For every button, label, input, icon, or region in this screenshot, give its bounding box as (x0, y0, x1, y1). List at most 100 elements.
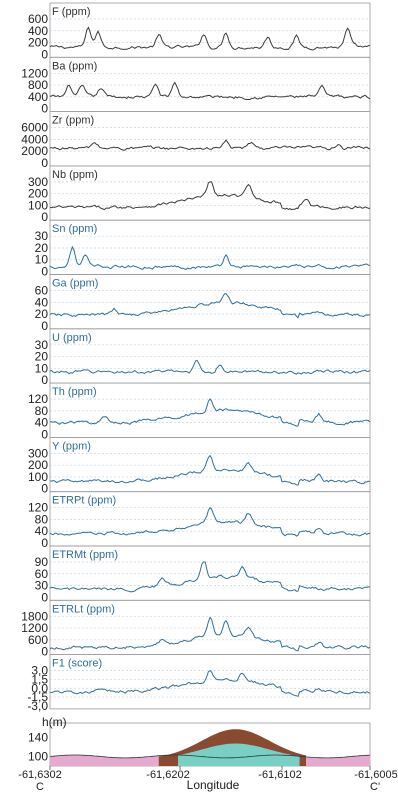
x-axis: Longitude -61,6302 -61,6202 -61,6102 -61,60… (18, 766, 398, 793)
endpoint-start-label: C (36, 781, 44, 793)
panel-title: Sn (ppm) (52, 223, 97, 235)
y-tick-label: 0,0 (31, 681, 48, 695)
y-tick-label: 40 (35, 295, 49, 309)
terrain-panel: h(m)140 100 (28, 715, 371, 767)
x-tick-label: -61,6202 (146, 769, 189, 781)
panel-frame (49, 654, 371, 710)
y-tick-label: 6000 (21, 121, 48, 135)
y-tick-label: 0 (41, 156, 48, 170)
panel-title: ETRMt (ppm) (52, 549, 118, 561)
y-tick-label: 30 (35, 338, 49, 352)
y-tick-label: 200 (28, 187, 48, 201)
y-tick-label: 300 (28, 446, 48, 460)
panel-title: Zr (ppm) (52, 115, 94, 127)
terrain-surface-line (49, 754, 371, 759)
y-tick-label: 400 (28, 90, 48, 104)
y-tick-label: 600 (28, 633, 48, 647)
x-axis-label: Longitude (187, 778, 240, 792)
panel-frame (49, 111, 371, 167)
y-tick-label: 800 (28, 78, 48, 92)
series-line (49, 245, 371, 270)
y-tick-label: 0 (41, 319, 48, 333)
y-tick-label: 0 (41, 102, 48, 116)
y-tick-label: 200 (28, 36, 48, 50)
y-tick-label: 90 (35, 555, 49, 569)
panel-frame (49, 165, 371, 221)
y-tick-label: 0 (41, 482, 48, 496)
panel-title: Ga (ppm) (52, 278, 98, 290)
terrain-title: h(m) (42, 715, 67, 729)
y-tick-label: 4000 (21, 132, 48, 146)
x-tick-label: -61,6005 (354, 769, 397, 781)
y-tick-label: 40 (35, 416, 49, 430)
y-tick-label: 0 (41, 373, 48, 387)
y-tick-label: 300 (28, 175, 48, 189)
series-line (49, 81, 371, 100)
y-tick-label: 0 (41, 590, 48, 604)
y-tick-label: 120 (28, 392, 48, 406)
panel-title: Nb (ppm) (52, 169, 98, 181)
panel-title: U (ppm) (52, 332, 92, 344)
y-tick-label: 30 (35, 229, 49, 243)
endpoint-end-label: C' (370, 781, 380, 793)
panel-title: F (ppm) (52, 6, 91, 18)
y-tick-label: 80 (35, 512, 49, 526)
y-tick-label: 400 (28, 24, 48, 38)
y-tick-label: 0 (41, 265, 48, 279)
series-line (49, 506, 371, 537)
panel-title: Th (ppm) (52, 386, 97, 398)
y-tick-label: 3,0 (31, 664, 48, 678)
y-tick-label: 20 (35, 241, 49, 255)
x-tick-label: -61,6102 (258, 769, 301, 781)
y-tick-label: 200 (28, 458, 48, 472)
y-tick-label: 40 (35, 524, 49, 538)
y-tick-label: 600 (28, 12, 48, 26)
series-line (50, 139, 371, 151)
panel-frame (49, 382, 371, 438)
y-tick-label: -1,5 (27, 690, 48, 704)
y-tick-label: 100 (28, 470, 48, 484)
series-line (49, 293, 371, 319)
terrain-teal-unit (178, 743, 300, 766)
series-line (49, 398, 371, 427)
y-tick-label: 2000 (21, 144, 48, 158)
y-tick-label: 1200 (21, 621, 48, 635)
series-line (49, 26, 371, 51)
y-tick-label: 100 (28, 198, 48, 212)
panel-title: ETRLt (ppm) (52, 603, 115, 615)
y-tick-label: 1200 (21, 66, 48, 80)
y-tick-label: 120 (28, 501, 48, 515)
y-tick-label: 0 (41, 645, 48, 659)
y-tick-label: 20 (35, 307, 49, 321)
series-line (49, 561, 371, 593)
panel-title: Y (ppm) (52, 440, 91, 452)
terrain-tick-label: 100 (28, 749, 48, 763)
panel-frame (49, 328, 371, 384)
y-tick-label: 20 (35, 350, 49, 364)
y-tick-label: 60 (35, 567, 49, 581)
series-line (49, 359, 371, 375)
y-tick-label: -3,0 (27, 699, 48, 713)
y-tick-label: 1800 (21, 609, 48, 623)
panel-frame (49, 436, 371, 493)
series-line (49, 616, 371, 652)
panel-title: Ba (ppm) (52, 60, 97, 72)
y-tick-label: 80 (35, 404, 49, 418)
series-line (49, 669, 371, 697)
y-tick-label: 0 (41, 427, 48, 441)
y-tick-label: 0 (41, 536, 48, 550)
